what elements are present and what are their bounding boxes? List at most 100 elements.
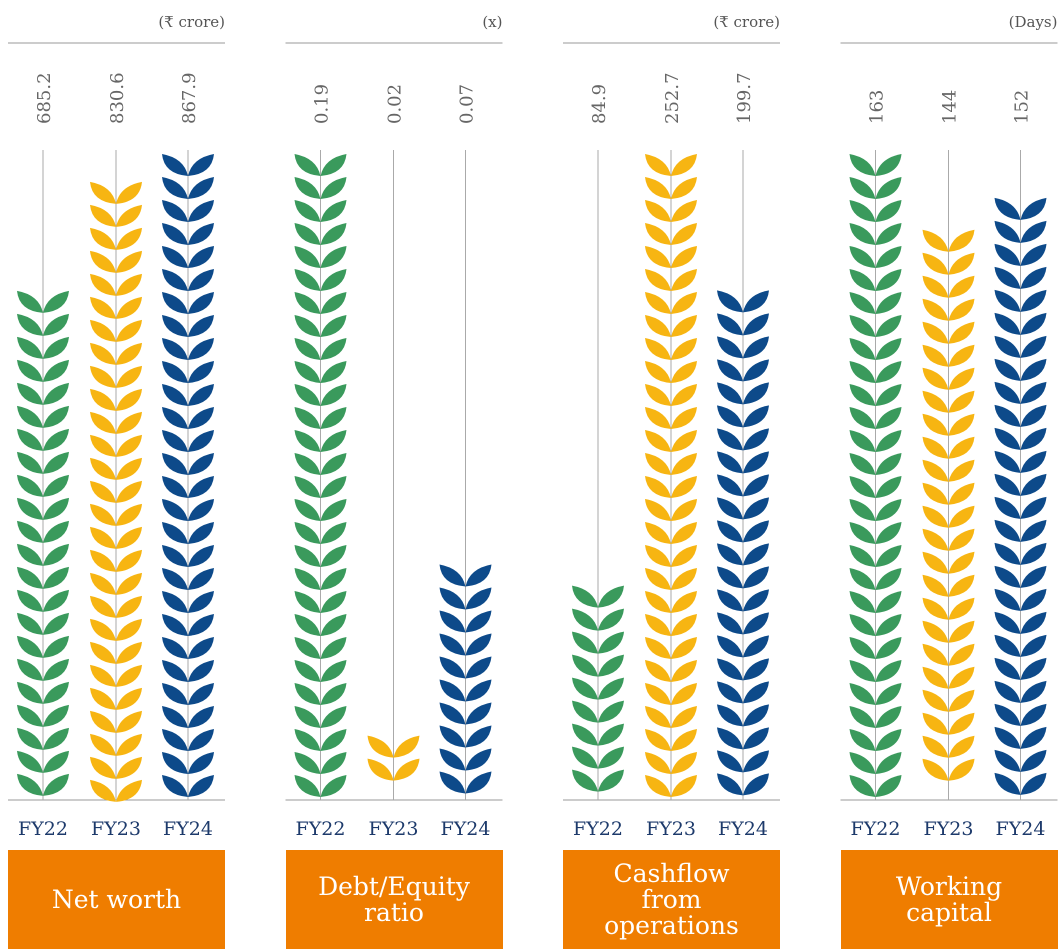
leaf — [439, 748, 466, 771]
leaf — [922, 528, 949, 551]
leaf — [671, 246, 697, 268]
bar — [849, 154, 902, 797]
leaf — [717, 635, 743, 658]
leaf — [439, 633, 466, 656]
leaf — [671, 154, 697, 176]
leaf — [948, 275, 975, 298]
leaf — [948, 551, 975, 574]
bar — [994, 197, 1047, 795]
leaf — [948, 298, 975, 321]
leaf — [188, 177, 214, 199]
leaf — [671, 476, 697, 498]
leaf — [948, 689, 975, 712]
leaf — [849, 683, 876, 705]
leaf — [645, 476, 671, 498]
leaf — [162, 338, 188, 360]
x-tick-label: FY23 — [924, 818, 974, 840]
leaf — [1020, 312, 1047, 335]
leaf — [90, 641, 116, 664]
leaf — [875, 752, 902, 774]
leaf — [90, 687, 116, 710]
leaf — [294, 338, 321, 360]
leaf — [717, 451, 743, 474]
leaf — [320, 361, 347, 383]
leaf — [645, 522, 671, 544]
leaf — [645, 499, 671, 521]
value-label: 685.2 — [34, 72, 55, 124]
leaf — [116, 273, 142, 296]
leaf — [294, 752, 321, 774]
leaf — [43, 635, 69, 658]
leaf — [17, 704, 43, 727]
leaf — [875, 660, 902, 682]
leaf — [188, 200, 214, 222]
leaf — [671, 315, 697, 337]
leaf — [994, 519, 1021, 542]
leaf — [671, 660, 697, 682]
leaf — [116, 457, 142, 480]
leaf — [671, 568, 697, 590]
leaf — [645, 683, 671, 705]
leaf — [598, 631, 624, 654]
leaf — [90, 756, 116, 779]
leaf — [162, 154, 188, 176]
leaf — [294, 361, 321, 383]
value-label: 0.07 — [457, 84, 478, 124]
leaf — [875, 315, 902, 337]
leaf — [90, 457, 116, 480]
leaf — [875, 177, 902, 199]
leaf — [17, 566, 43, 589]
leaf — [1020, 634, 1047, 657]
leaf — [162, 568, 188, 590]
leaf — [849, 545, 876, 567]
leaf — [116, 595, 142, 618]
leaf — [17, 612, 43, 635]
leaf — [645, 177, 671, 199]
bar — [717, 290, 769, 796]
leaf — [116, 526, 142, 549]
leaf — [1020, 611, 1047, 634]
leaf — [948, 344, 975, 367]
leaf — [645, 361, 671, 383]
leaf — [320, 545, 347, 567]
leaf — [948, 229, 975, 252]
leaf — [645, 246, 671, 268]
leaf — [294, 430, 321, 452]
leaf — [43, 451, 69, 474]
leaf — [948, 390, 975, 413]
leaf — [465, 656, 492, 679]
leaf — [188, 384, 214, 406]
leaf — [994, 450, 1021, 473]
leaf — [994, 220, 1021, 243]
leaf — [671, 545, 697, 567]
leaf — [743, 405, 769, 428]
leaf — [116, 227, 142, 250]
leaf — [294, 154, 321, 176]
leaf — [875, 476, 902, 498]
leaf — [948, 735, 975, 758]
leaf — [1020, 542, 1047, 565]
leaf — [994, 726, 1021, 749]
leaf — [994, 289, 1021, 312]
leaf — [320, 568, 347, 590]
leaf — [743, 543, 769, 566]
leaf — [849, 522, 876, 544]
leaf — [17, 405, 43, 428]
leaf — [743, 290, 769, 313]
leaf — [875, 775, 902, 797]
leaf — [188, 637, 214, 659]
leaf — [849, 637, 876, 659]
leaf — [162, 591, 188, 613]
value-label: 830.6 — [107, 72, 128, 124]
leaf — [717, 313, 743, 336]
leaf — [294, 315, 321, 337]
leaf — [875, 269, 902, 291]
leaf — [994, 565, 1021, 588]
leaf — [162, 292, 188, 314]
leaf — [90, 250, 116, 273]
leaf — [671, 338, 697, 360]
leaf — [393, 758, 420, 781]
bar — [367, 735, 420, 781]
leaf — [717, 405, 743, 428]
leaf — [645, 453, 671, 475]
